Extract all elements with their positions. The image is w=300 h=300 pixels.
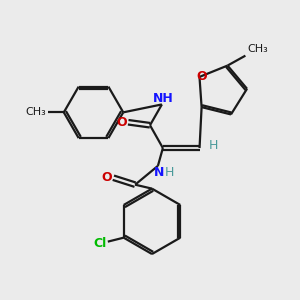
Text: H: H	[208, 139, 218, 152]
Text: CH₃: CH₃	[248, 44, 268, 54]
Text: H: H	[165, 166, 175, 179]
Text: N: N	[154, 166, 164, 179]
Text: O: O	[116, 116, 127, 129]
Text: O: O	[196, 70, 207, 83]
Text: CH₃: CH₃	[25, 107, 46, 117]
Text: O: O	[101, 171, 112, 184]
Text: Cl: Cl	[93, 237, 106, 250]
Text: NH: NH	[152, 92, 173, 105]
